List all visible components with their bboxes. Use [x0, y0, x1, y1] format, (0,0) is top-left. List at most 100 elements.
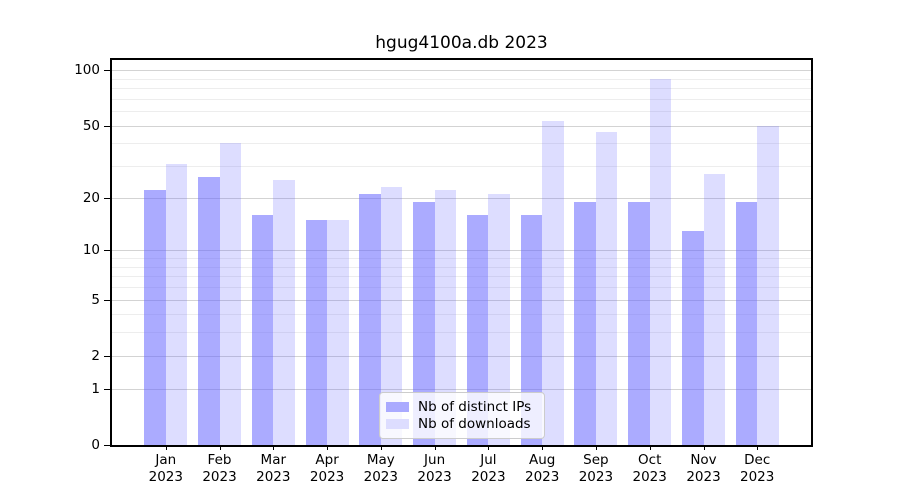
bar-distinct-ips	[735, 201, 758, 445]
x-tick-month: Sep	[583, 452, 609, 468]
y-tick-label: 1	[91, 380, 100, 397]
y-tick-mark	[104, 250, 110, 252]
x-tick-month: Apr	[315, 452, 339, 468]
y-tick-label: 2	[91, 347, 100, 364]
minor-gridline	[112, 111, 811, 113]
y-tick-mark	[104, 445, 110, 446]
x-tick-year: 2023	[309, 469, 345, 485]
major-gridline	[112, 125, 811, 127]
bar-distinct-ips	[574, 201, 596, 445]
legend-item: Nb of downloads	[386, 415, 536, 432]
bar-downloads	[327, 219, 349, 445]
bar-distinct-ips	[144, 190, 166, 445]
bar-downloads	[380, 186, 403, 445]
x-tick-label: Jun 2023	[405, 452, 465, 486]
y-tick-label: 50	[82, 117, 100, 134]
x-tick-year: 2023	[578, 469, 614, 485]
legend: Nb of distinct IPs Nb of downloads	[379, 392, 545, 439]
y-tick-mark	[104, 355, 110, 357]
x-tick-label: Aug 2023	[512, 452, 572, 486]
x-tick-month: Oct	[638, 452, 662, 468]
legend-item: Nb of distinct IPs	[386, 398, 536, 415]
bar-distinct-ips	[628, 201, 650, 445]
x-tick-month: Nov	[690, 452, 717, 468]
minor-gridline	[112, 314, 811, 316]
bar-distinct-ips	[682, 230, 704, 445]
x-tick-label: Apr 2023	[297, 452, 357, 486]
x-tick-month: Dec	[744, 452, 771, 468]
bar-downloads	[434, 190, 457, 445]
bar-downloads	[703, 174, 725, 445]
bar-downloads	[757, 125, 779, 445]
x-tick-label: Feb 2023	[190, 452, 250, 486]
x-tick-mark	[434, 445, 436, 450]
x-tick-label: Jan 2023	[136, 452, 196, 486]
minor-gridline	[112, 78, 811, 80]
x-tick-label: Sep 2023	[566, 452, 626, 486]
major-gridline	[112, 250, 811, 252]
x-tick-year: 2023	[686, 469, 721, 485]
y-tick-label: 20	[82, 189, 100, 206]
legend-swatch	[386, 418, 409, 429]
x-tick-month: Jul	[480, 452, 497, 468]
y-tick-mark	[104, 197, 110, 199]
y-tick-label: 100	[74, 62, 100, 79]
bar-downloads	[649, 78, 672, 445]
bar-distinct-ips	[466, 214, 489, 445]
x-tick-month: Feb	[207, 452, 232, 468]
x-tick-mark	[380, 445, 382, 450]
minor-gridline	[112, 258, 811, 259]
x-tick-mark	[273, 445, 275, 450]
bar-downloads	[595, 132, 618, 445]
bar-distinct-ips	[198, 177, 220, 445]
minor-gridline	[112, 266, 811, 268]
minor-gridline	[112, 98, 811, 100]
minor-gridline	[112, 166, 811, 168]
major-gridline	[112, 355, 811, 357]
x-tick-label: May 2023	[351, 452, 411, 486]
y-tick-mark	[104, 70, 110, 72]
y-tick-mark	[104, 299, 110, 301]
x-tick-year: 2023	[525, 469, 560, 485]
minor-gridline	[112, 143, 811, 145]
x-tick-month: Aug	[529, 452, 556, 468]
x-tick-mark	[219, 445, 221, 450]
major-gridline	[112, 299, 811, 301]
x-tick-mark	[649, 445, 651, 450]
x-tick-year: 2023	[740, 469, 775, 485]
minor-gridline	[112, 88, 811, 90]
x-tick-year: 2023	[632, 469, 667, 485]
bar-distinct-ips	[413, 201, 435, 445]
x-tick-mark	[703, 445, 705, 450]
x-tick-label: Mar 2023	[243, 452, 303, 486]
x-tick-mark	[165, 445, 167, 450]
bar-distinct-ips	[520, 214, 543, 445]
bar-downloads	[219, 143, 241, 445]
legend-label: Nb of downloads	[418, 415, 531, 432]
y-tick-label: 5	[91, 291, 100, 308]
minor-gridline	[112, 287, 811, 288]
major-gridline	[112, 388, 811, 390]
x-tick-mark	[595, 445, 597, 450]
x-tick-year: 2023	[202, 469, 237, 485]
x-tick-mark	[757, 445, 759, 450]
bar-downloads	[273, 180, 295, 445]
legend-swatch	[386, 401, 409, 412]
x-tick-year: 2023	[363, 469, 398, 485]
y-tick-mark	[104, 388, 110, 390]
y-tick-mark	[104, 125, 110, 127]
bar-downloads	[488, 194, 510, 445]
bar-downloads	[542, 121, 564, 445]
bar-distinct-ips	[359, 194, 381, 445]
x-tick-label: Jul 2023	[458, 452, 518, 486]
legend-label: Nb of distinct IPs	[418, 398, 532, 415]
x-tick-label: Nov 2023	[674, 452, 734, 486]
x-tick-month: Mar	[260, 452, 287, 468]
x-tick-year: 2023	[417, 469, 452, 485]
x-tick-month: Jan	[155, 452, 177, 468]
plot-area: Nb of distinct IPs Nb of downloads	[110, 58, 813, 447]
x-tick-month: Jun	[424, 452, 446, 468]
x-tick-year: 2023	[256, 469, 291, 485]
x-tick-mark	[327, 445, 329, 450]
